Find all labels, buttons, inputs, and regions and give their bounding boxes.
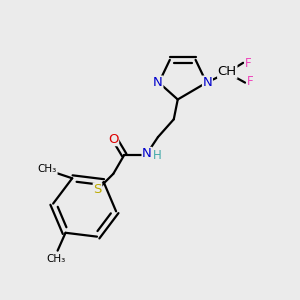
Text: CH₃: CH₃ (38, 164, 57, 174)
Text: N: N (153, 76, 163, 89)
Text: CH₃: CH₃ (46, 254, 65, 263)
Text: S: S (93, 183, 102, 196)
Text: H: H (153, 149, 161, 162)
Text: O: O (108, 133, 119, 146)
Text: F: F (247, 75, 253, 88)
Text: N: N (142, 148, 152, 160)
Text: N: N (202, 76, 212, 89)
Text: CH: CH (218, 65, 237, 78)
Text: F: F (245, 57, 251, 70)
